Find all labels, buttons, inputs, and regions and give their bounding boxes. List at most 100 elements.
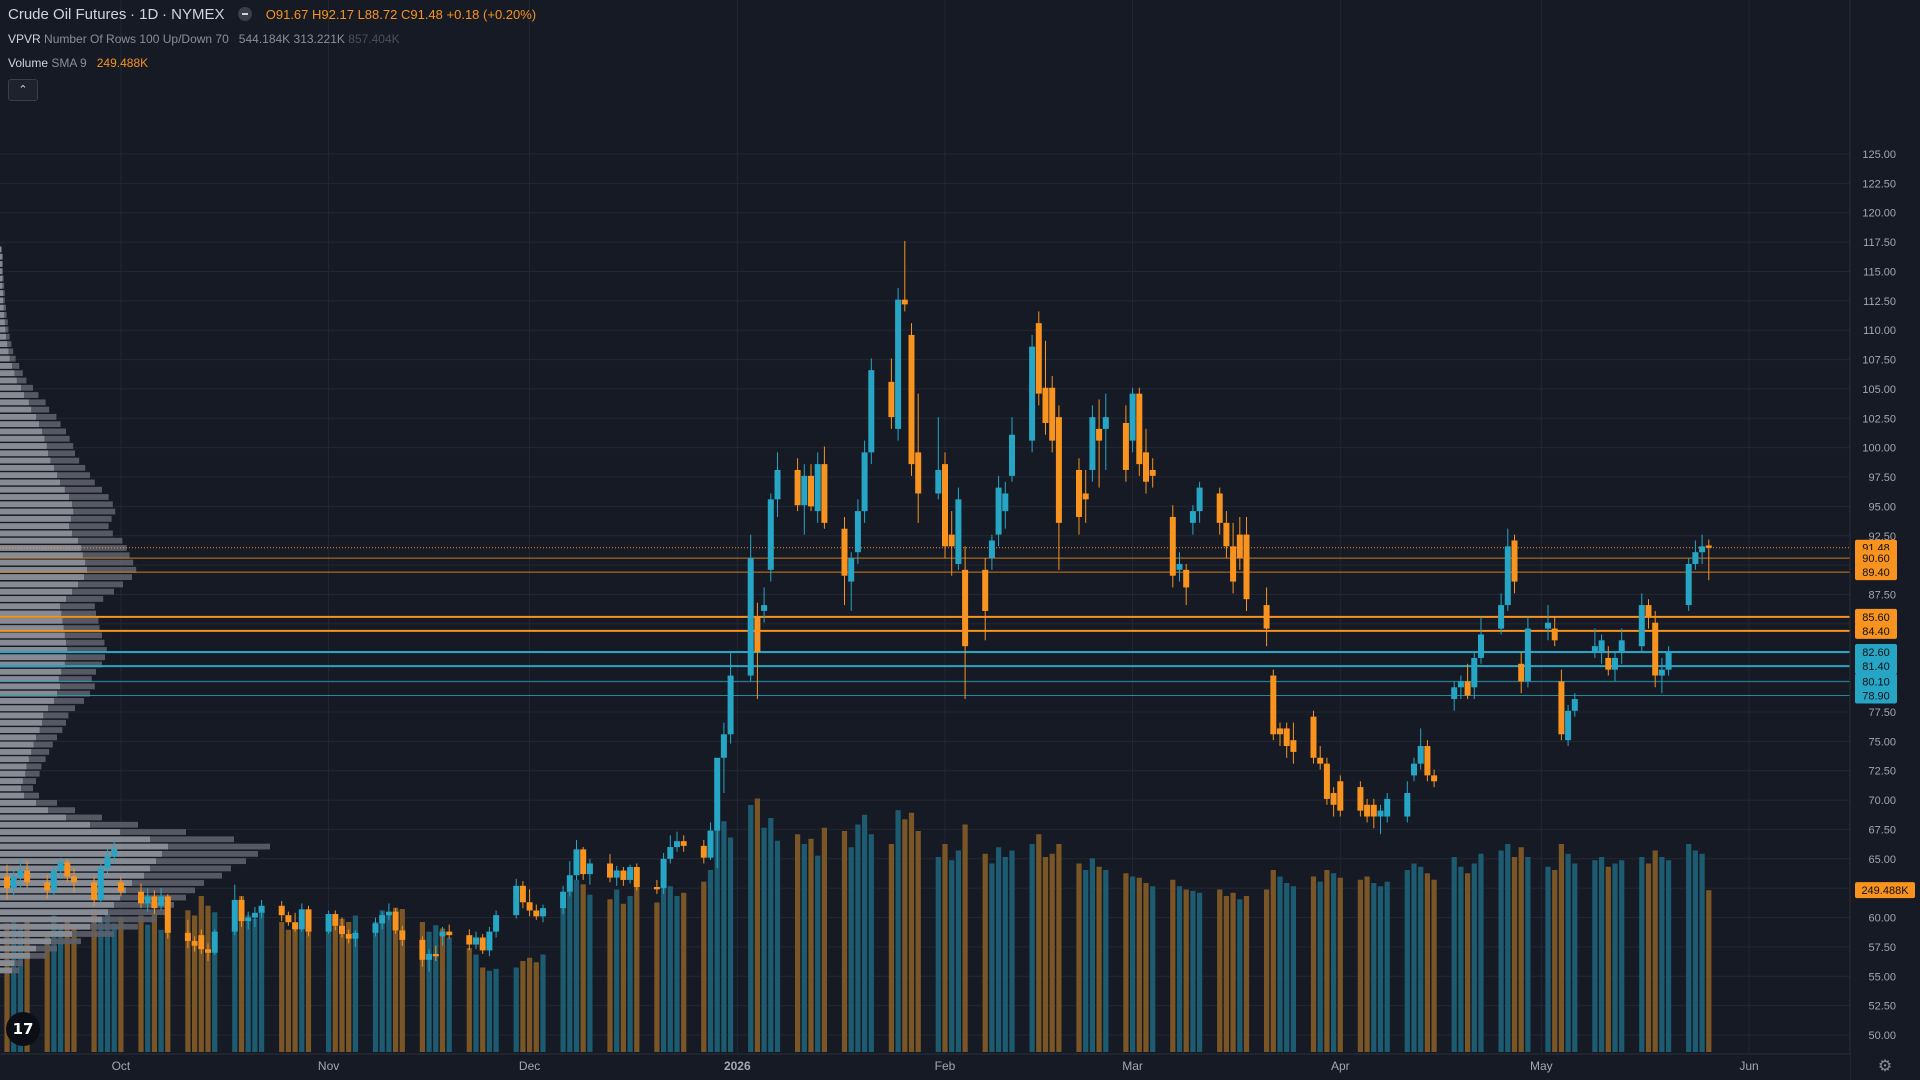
candle-body — [379, 915, 386, 924]
volume-bar — [1009, 850, 1015, 1052]
candle-body — [1317, 757, 1324, 764]
volume-profile-row-up — [0, 792, 24, 799]
candle-body — [1478, 634, 1484, 658]
price-tick-label: 50.00 — [1868, 1030, 1896, 1042]
volume-profile-row-up — [0, 261, 2, 267]
candle-body — [325, 914, 332, 932]
volume-bar — [1645, 863, 1652, 1052]
price-level-label: 82.60 — [1862, 647, 1890, 659]
price-tick-label: 105.00 — [1862, 384, 1896, 396]
volume-profile-row-up — [0, 457, 51, 464]
eye-icon[interactable] — [238, 7, 253, 21]
candle-body — [955, 499, 962, 564]
candle-body — [1049, 387, 1056, 441]
candle-body — [466, 935, 473, 945]
volume-bar — [104, 914, 111, 1052]
candle-body — [184, 932, 191, 942]
tradingview-logo[interactable]: 17 — [6, 1012, 40, 1046]
candle-body — [258, 905, 265, 913]
candle-body — [138, 891, 144, 904]
volume-bar — [1042, 857, 1049, 1052]
candle-body — [1122, 422, 1129, 470]
price-tick-label: 55.00 — [1868, 971, 1896, 983]
volume-bar — [145, 924, 151, 1052]
volume-profile-row-up — [0, 654, 66, 661]
volume-bar — [1545, 866, 1551, 1052]
volume-profile-row-up — [0, 668, 62, 675]
candle-body — [607, 863, 613, 878]
candle-body — [566, 875, 573, 892]
volume-profile-row-up — [0, 836, 150, 843]
volume-profile-row-up — [0, 727, 40, 733]
volume-profile-row-up — [0, 931, 72, 937]
volume-bar — [326, 925, 332, 1052]
volume-bar — [808, 838, 814, 1052]
candle-body — [948, 534, 955, 547]
interval-label[interactable]: 1D — [139, 6, 159, 23]
volume-bar — [58, 927, 64, 1052]
volume-bar — [567, 889, 573, 1052]
volume-bar — [192, 915, 198, 1052]
volume-profile-row-up — [0, 865, 150, 872]
candle-body — [17, 870, 24, 877]
candle-body — [158, 896, 165, 906]
price-level-tag — [1855, 608, 1897, 625]
settings-icon[interactable]: ⚙ — [1877, 1058, 1893, 1075]
volume-bar — [98, 916, 104, 1052]
volume-profile-row-up — [0, 363, 12, 369]
candle-body — [1545, 622, 1551, 629]
volume-bar — [332, 924, 338, 1052]
time-tick-label: May — [1530, 1059, 1553, 1073]
chevron-up-icon[interactable]: ⌃ — [8, 79, 38, 101]
volume-bar — [1518, 847, 1524, 1052]
candle-body — [1169, 516, 1176, 576]
volume-profile-row-up — [0, 799, 36, 806]
volume-legend[interactable]: Volume SMA 9 249.488K — [8, 56, 148, 70]
candle-body — [1699, 546, 1706, 553]
interval-sep: · — [130, 6, 140, 23]
time-tick-label: Dec — [519, 1059, 540, 1073]
volume-bar — [607, 899, 613, 1052]
candle-body — [198, 935, 205, 950]
candle-body — [767, 499, 774, 570]
volume-bar — [446, 937, 452, 1052]
volume-value-label: 249.488K — [1861, 885, 1909, 897]
volume-bar — [352, 915, 358, 1052]
volume-bar — [888, 844, 894, 1052]
volume-bar — [1310, 876, 1317, 1052]
volume-bar — [1592, 860, 1598, 1052]
symbol-name[interactable]: Crude Oil Futures — [8, 6, 127, 23]
volume-bar — [902, 819, 908, 1052]
price-tick-label: 125.00 — [1862, 149, 1896, 161]
candle-body — [231, 899, 238, 932]
candle-body — [1149, 469, 1156, 476]
exchange-label: NYMEX — [171, 6, 225, 23]
candle-body — [144, 896, 151, 904]
candle-body — [908, 334, 915, 465]
volume-profile-row-up — [0, 945, 36, 952]
volume-profile-row-up — [0, 683, 60, 690]
price-tick-label: 72.50 — [1868, 766, 1896, 778]
price-level-label: 90.60 — [1862, 553, 1890, 565]
candle-body — [1055, 417, 1062, 523]
price-level-tag — [1855, 622, 1897, 639]
volume-profile-row-up — [0, 923, 90, 930]
volume-bar — [24, 917, 30, 1052]
volume-profile-row-up — [0, 967, 12, 974]
candle-body — [841, 528, 848, 576]
vpvr-legend[interactable]: VPVR Number Of Rows 100 Up/Down 70 544.1… — [8, 32, 400, 46]
volume-bar — [64, 922, 70, 1052]
volume-bar — [533, 962, 539, 1052]
volume-bar — [1686, 844, 1692, 1052]
candle-body — [814, 464, 821, 512]
volume-bar — [1083, 870, 1089, 1052]
candle-body — [660, 858, 667, 889]
candle-body — [1277, 728, 1283, 735]
volume-bar — [1659, 857, 1665, 1052]
candle-body — [10, 876, 17, 889]
volume-bar — [728, 837, 734, 1052]
price-tick-label: 112.50 — [1863, 296, 1896, 308]
candle-body — [117, 882, 124, 892]
volume-profile-row-up — [0, 515, 71, 522]
